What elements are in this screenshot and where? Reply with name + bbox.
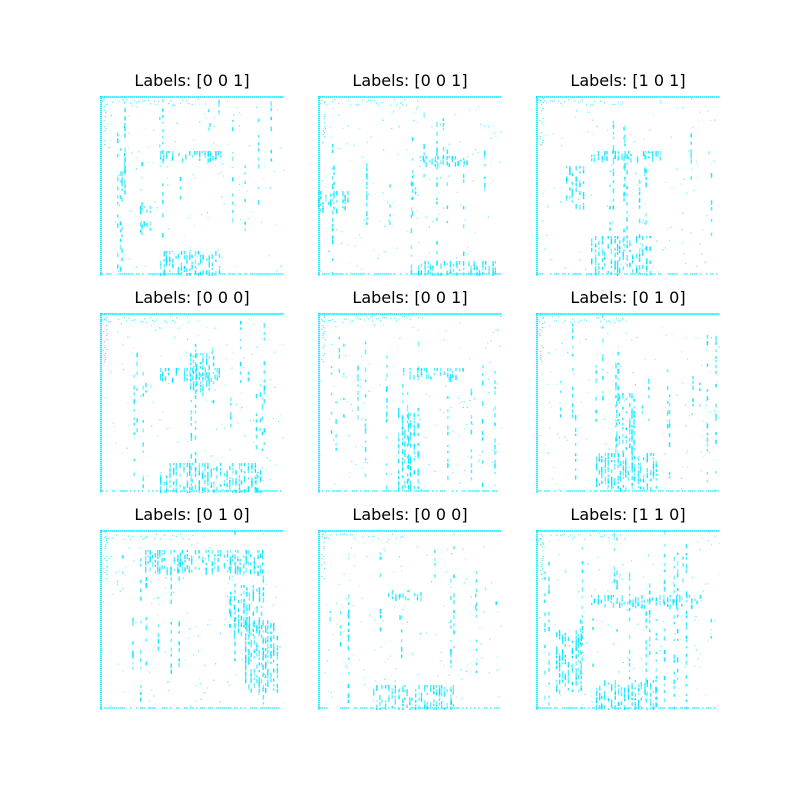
- panel-title: Labels: [0 0 1]: [352, 288, 468, 307]
- panel-image: [100, 313, 284, 493]
- panel-image: [318, 530, 502, 710]
- panel-image: [536, 313, 720, 493]
- panel-title: Labels: [0 0 1]: [352, 71, 468, 90]
- panel-title: Labels: [0 0 1]: [134, 71, 250, 90]
- panel-2: Labels: [0 0 1]: [318, 72, 502, 288]
- panel-title: Labels: [0 0 0]: [352, 505, 468, 524]
- panel-title: Labels: [1 1 0]: [570, 505, 686, 524]
- panel-6: Labels: [0 1 0]: [536, 289, 720, 505]
- panel-image: [100, 96, 284, 276]
- panel-image: [536, 530, 720, 710]
- panel-image: [318, 313, 502, 493]
- panel-title: Labels: [0 1 0]: [134, 505, 250, 524]
- panel-5: Labels: [0 0 1]: [318, 289, 502, 505]
- panel-4: Labels: [0 0 0]: [100, 289, 284, 505]
- panel-title: Labels: [0 1 0]: [570, 288, 686, 307]
- panel-title: Labels: [1 0 1]: [570, 71, 686, 90]
- panel-image: [536, 96, 720, 276]
- panel-9: Labels: [1 1 0]: [536, 506, 720, 722]
- panel-7: Labels: [0 1 0]: [100, 506, 284, 722]
- panel-1: Labels: [0 0 1]: [100, 72, 284, 288]
- panel-image: [100, 530, 284, 710]
- panel-8: Labels: [0 0 0]: [318, 506, 502, 722]
- panel-3: Labels: [1 0 1]: [536, 72, 720, 288]
- panel-image: [318, 96, 502, 276]
- panel-title: Labels: [0 0 0]: [134, 288, 250, 307]
